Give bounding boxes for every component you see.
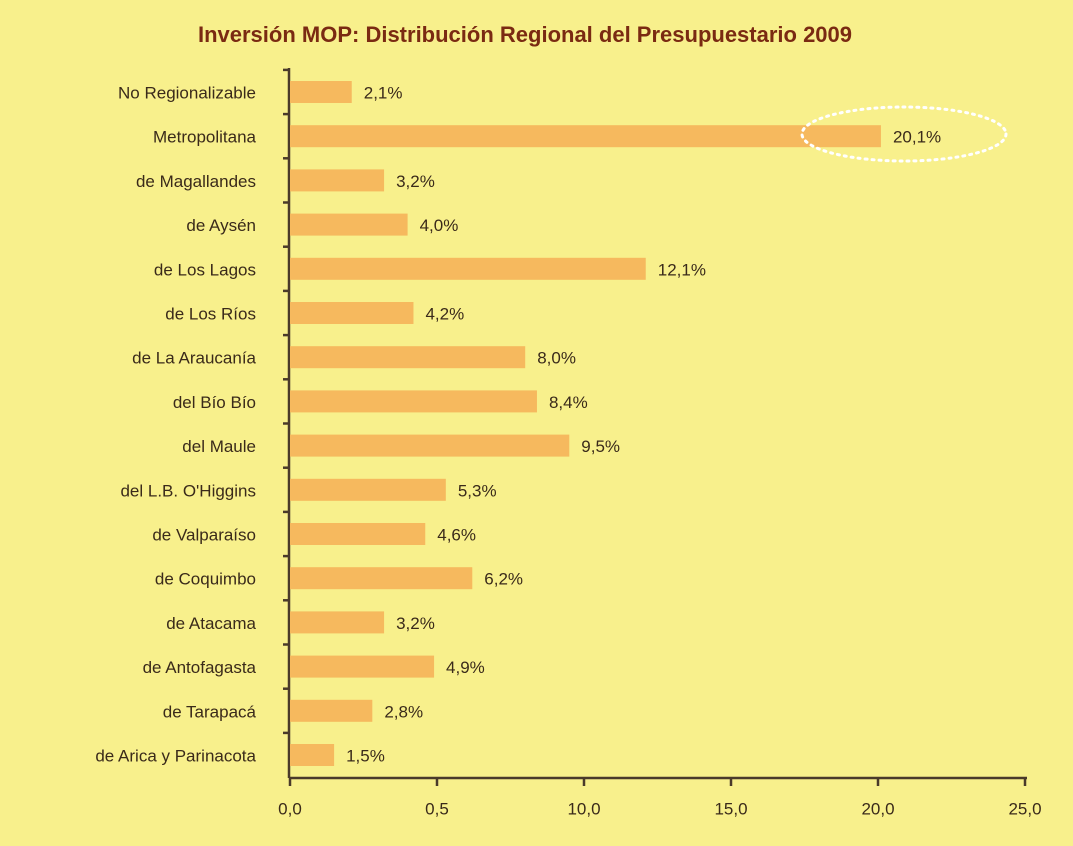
category-label: de La Araucanía — [132, 349, 256, 368]
category-label: del Bío Bío — [173, 393, 256, 412]
bar — [290, 125, 881, 148]
value-label: 12,1% — [658, 260, 706, 279]
x-tick-label: 0,5 — [425, 799, 449, 818]
category-label: de Antofagasta — [143, 658, 257, 677]
category-label: de Los Ríos — [165, 304, 256, 323]
category-label: del Maule — [182, 437, 256, 456]
value-label: 2,8% — [384, 702, 423, 721]
bar — [290, 213, 408, 236]
bar — [290, 81, 352, 103]
value-label: 1,5% — [346, 746, 385, 765]
chart-title: Inversión MOP: Distribución Regional del… — [198, 22, 852, 47]
category-label: de Arica y Parinacota — [95, 746, 256, 765]
bar — [290, 257, 646, 280]
x-tick-label: 10,0 — [567, 799, 600, 818]
bar — [290, 346, 526, 369]
bar — [290, 478, 446, 501]
x-tick-label: 20,0 — [861, 799, 894, 818]
category-label: de Magallandes — [136, 172, 256, 191]
value-label: 4,0% — [420, 216, 459, 235]
bar — [290, 390, 537, 413]
x-tick-label: 25,0 — [1008, 799, 1041, 818]
value-label: 2,1% — [364, 83, 403, 102]
bar — [290, 434, 570, 457]
value-label: 5,3% — [458, 481, 497, 500]
value-label: 4,2% — [425, 304, 464, 323]
category-label: de Atacama — [166, 614, 256, 633]
value-label: 9,5% — [581, 437, 620, 456]
value-label: 3,2% — [396, 172, 435, 191]
value-label: 8,0% — [537, 349, 576, 368]
bar — [290, 655, 435, 678]
x-tick-label: 0,0 — [278, 799, 302, 818]
category-label: del L.B. O'Higgins — [120, 481, 256, 500]
bar — [290, 302, 414, 324]
bar — [290, 169, 385, 192]
category-label: de Aysén — [186, 216, 256, 235]
bar — [290, 699, 373, 722]
bar — [290, 523, 426, 545]
value-label: 8,4% — [549, 393, 588, 412]
value-label: 3,2% — [396, 614, 435, 633]
category-label: Metropolitana — [153, 128, 257, 147]
value-label: 6,2% — [484, 570, 523, 589]
value-label: 4,6% — [437, 525, 476, 544]
category-label: de Valparaíso — [152, 525, 256, 544]
bar — [290, 611, 385, 634]
value-label: 20,1% — [893, 128, 941, 147]
category-label: de Coquimbo — [155, 570, 256, 589]
value-label: 4,9% — [446, 658, 485, 677]
category-label: de Los Lagos — [154, 260, 256, 279]
bar — [290, 567, 473, 590]
x-tick-label: 15,0 — [714, 799, 747, 818]
highlight-ellipse — [800, 105, 1008, 163]
category-label: de Tarapacá — [163, 702, 257, 721]
bar — [290, 744, 335, 766]
category-label: No Regionalizable — [118, 83, 256, 102]
